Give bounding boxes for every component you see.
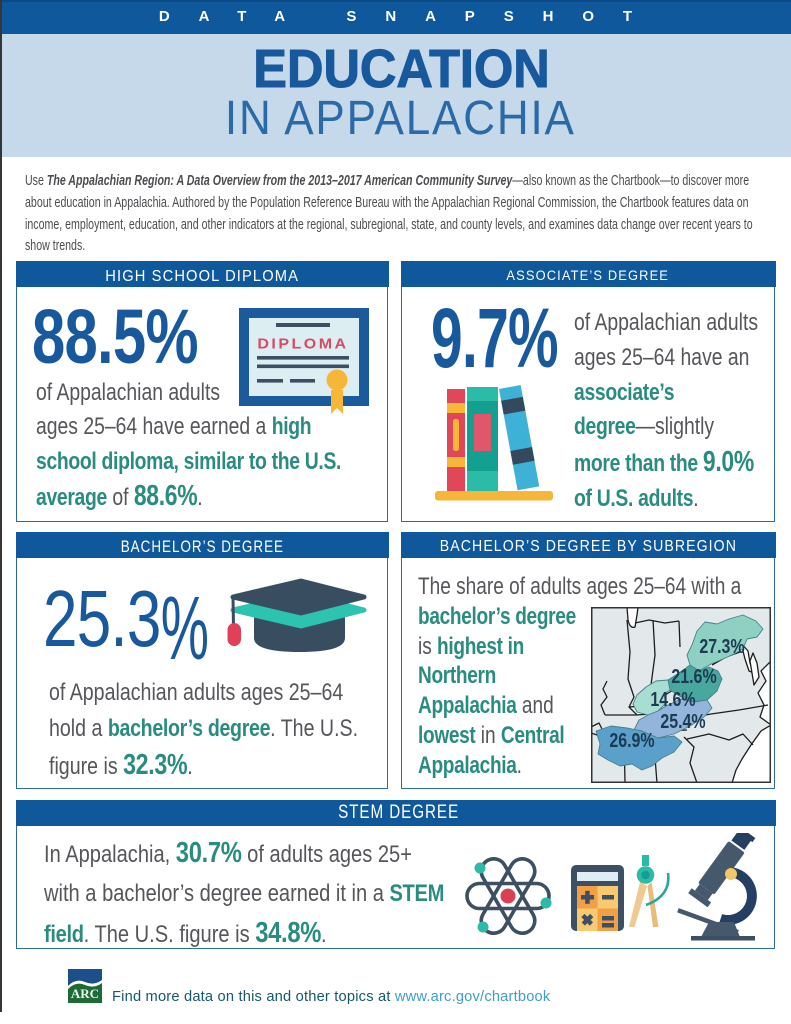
svg-text:DIPLOMA: DIPLOMA (257, 336, 348, 353)
svg-text:21.6%: 21.6% (671, 664, 716, 687)
svg-text:ARC: ARC (71, 986, 99, 1001)
svg-text:14.6%: 14.6% (650, 687, 695, 710)
svg-text:26.9%: 26.9% (609, 728, 654, 751)
svg-text:27.3%: 27.3% (699, 634, 744, 657)
svg-text:25.4%: 25.4% (660, 709, 705, 732)
